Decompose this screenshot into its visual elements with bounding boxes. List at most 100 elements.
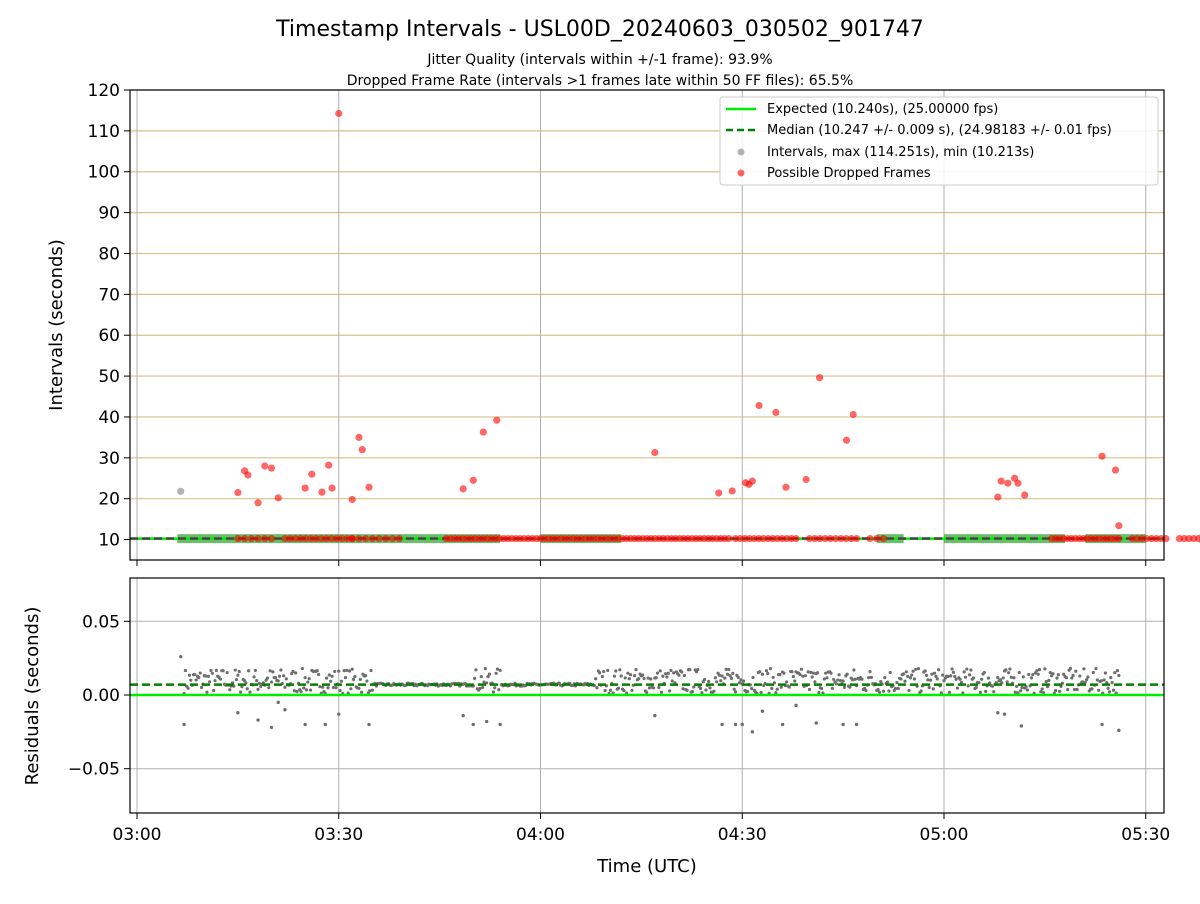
dropped-frame-point (803, 476, 810, 483)
residual-point (1109, 676, 1112, 679)
residual-point (637, 677, 640, 680)
residual-outlier-point (741, 723, 744, 726)
residual-point (776, 688, 779, 691)
residual-point (1072, 674, 1075, 677)
dropped-frame-point (396, 535, 403, 542)
x-tick-label: 05:00 (920, 825, 969, 845)
residual-point (309, 688, 312, 691)
residual-point (497, 688, 500, 691)
residual-point (285, 677, 288, 680)
residual-point (235, 678, 238, 681)
residual-point (357, 687, 360, 690)
dropped-frame-point (460, 485, 467, 492)
residual-outlier-point (1117, 729, 1120, 732)
residual-point (1008, 667, 1011, 670)
x-tick-label: 03:30 (314, 825, 363, 845)
residual-point (765, 669, 768, 672)
top-y-tick-label: 40 (98, 408, 120, 428)
residual-point (949, 674, 952, 677)
residual-point (283, 686, 286, 689)
x-tick-label: 05:30 (1121, 825, 1170, 845)
residual-point (718, 674, 721, 677)
dropped-frame-point (355, 535, 362, 542)
residual-point (668, 689, 671, 692)
residual-point (812, 671, 815, 674)
dropped-frame-point (725, 535, 732, 542)
residual-point (829, 672, 832, 675)
residual-point (737, 676, 740, 679)
dropped-frame-point (1021, 491, 1028, 498)
residual-point (333, 670, 336, 673)
dropped-frame-point (853, 535, 860, 542)
residual-point (956, 686, 959, 689)
residual-point (909, 676, 912, 679)
dropped-frame-point (715, 489, 722, 496)
residual-point (882, 690, 885, 693)
residual-point (750, 687, 753, 690)
residual-point (1002, 676, 1005, 679)
dropped-frame-point (325, 462, 332, 469)
residual-point (696, 668, 699, 671)
residual-point (913, 677, 916, 680)
residual-point (360, 691, 363, 694)
residual-point (852, 668, 855, 671)
dropped-frame-point (755, 402, 762, 409)
dropped-frame-point (1004, 480, 1011, 487)
residual-point (991, 685, 994, 688)
residual-point (301, 667, 304, 670)
residual-point (656, 672, 659, 675)
residual-point (816, 671, 819, 674)
residual-point (1006, 680, 1009, 683)
residual-point (746, 690, 749, 693)
residual-outlier-point (720, 723, 723, 726)
residual-point (1004, 668, 1007, 671)
residual-point (782, 672, 785, 675)
residual-point (730, 677, 733, 680)
residual-point (1104, 671, 1107, 674)
residual-point (641, 674, 644, 677)
residual-outlier-point (734, 723, 737, 726)
residual-point (671, 679, 674, 682)
residual-point (811, 675, 814, 678)
residual-point (854, 678, 857, 681)
bottom-y-ticks: −0.050.000.05 (68, 612, 130, 779)
residual-point (804, 674, 807, 677)
dropped-frame-point (254, 535, 261, 542)
residual-point (484, 667, 487, 670)
residual-point (972, 676, 975, 679)
residual-outlier-point (794, 704, 797, 707)
residual-point (984, 690, 987, 693)
dropped-frame-point (376, 535, 383, 542)
bottom-y-axis-label: Residuals (seconds) (22, 607, 43, 786)
residual-point (598, 671, 601, 674)
residual-point (680, 670, 683, 673)
residual-point (193, 673, 196, 676)
residual-outlier-point (1020, 724, 1023, 727)
residual-point (254, 669, 257, 672)
residual-point (236, 674, 239, 677)
dropped-frame-point (480, 428, 487, 435)
residual-point (677, 674, 680, 677)
residual-point (878, 691, 881, 694)
residual-outlier-point (751, 730, 754, 733)
legend-intervals-label: Intervals, max (114.251s), min (10.213s) (767, 145, 1034, 160)
residual-point (349, 687, 352, 690)
residual-point (1054, 689, 1057, 692)
residual-point (807, 670, 810, 673)
residual-point (660, 691, 663, 694)
residual-point (321, 686, 324, 689)
residual-point (371, 689, 374, 692)
residual-outlier-point (781, 723, 784, 726)
residual-outlier-point (270, 726, 273, 729)
dropped-frame-point (782, 484, 789, 491)
residual-point (305, 688, 308, 691)
residual-point (968, 673, 971, 676)
residual-point (770, 687, 773, 690)
residual-point (329, 680, 332, 683)
residual-point (337, 670, 340, 673)
residual-point (1057, 673, 1060, 676)
residual-point (825, 676, 828, 679)
residual-point (1020, 686, 1023, 689)
residual-point (634, 668, 637, 671)
